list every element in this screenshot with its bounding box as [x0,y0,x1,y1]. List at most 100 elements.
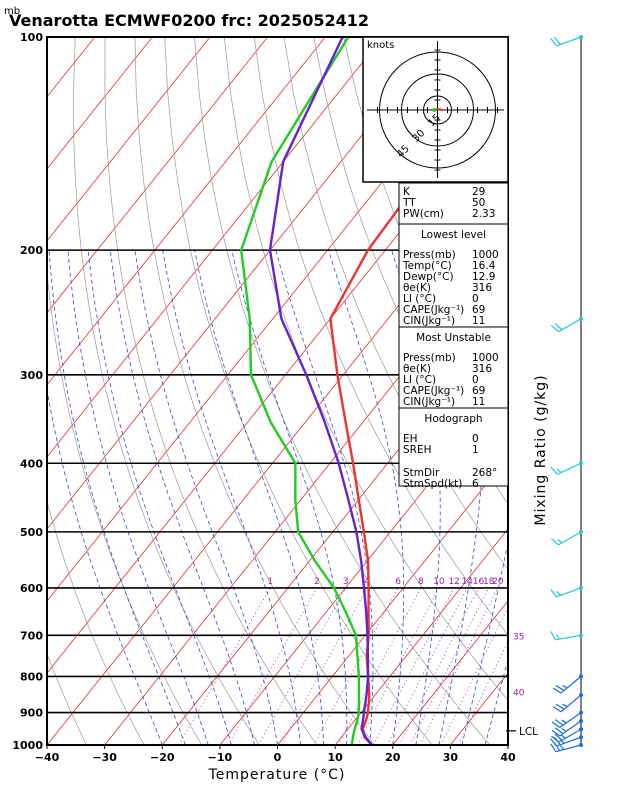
wind-barb [551,719,583,737]
moist-adiabat-line [47,387,163,745]
dry-adiabat-line [612,37,618,745]
isotherm-line [392,600,508,745]
mixing-ratio-line [440,606,508,745]
hodograph-index-box [398,407,509,487]
index-value: 69 [472,385,485,397]
mixing-ratio-label: 18 [483,577,495,587]
dry-adiabat-line [47,500,145,745]
index-value: 2.33 [472,208,495,220]
index-value: 29 [472,186,485,198]
dry-adiabat-line [73,37,260,745]
dewpoint-profile-line [239,37,361,745]
mixing-ratio-label: 8 [418,577,424,587]
index-label: CIN(Jkg⁻¹) [403,396,455,408]
index-label: CAPE(Jkg⁻¹) [403,304,464,316]
mixing-ratio-label: 4 [364,577,370,587]
mixing-ratio-label: 6 [395,577,401,587]
moist-adiabat-line [438,250,485,745]
isotherm-label: 40 [513,688,525,698]
wind-barb [550,461,583,475]
general-indices-box [398,182,509,225]
index-section-header: Lowest level [421,229,486,241]
mixing-ratio-line [356,587,440,745]
index-label: Dewp(°C) [403,271,454,283]
temperature-tick-label: −20 [150,751,175,764]
mixing-ratio-label: 20 [492,577,504,587]
mixing-ratio-line [313,587,399,745]
hodograph-units-label: knots [367,40,394,51]
chart-title: Venarotta ECMWF0200 frc: 2025052412 [9,11,369,30]
wind-barb [552,693,583,713]
dry-adiabat-line [223,37,508,701]
most-unstable-box [398,326,509,409]
index-label: EH [403,433,418,445]
index-value: 16.4 [472,260,496,272]
pressure-tick-label: 100 [20,31,43,44]
wind-barb [551,710,583,729]
index-label: StmDir [403,467,440,479]
index-value: 6 [472,478,479,490]
index-label: PW(cm) [403,208,444,220]
index-label: SREH [403,444,432,456]
pressure-tick-label: 800 [20,670,43,683]
moist-adiabat-line [87,250,232,745]
isotherm-line [566,37,618,745]
index-label: θe(K) [403,282,431,294]
wind-barb [550,585,583,598]
isotherm-line [334,528,508,745]
index-value: 12.9 [472,271,495,283]
dry-adiabat-line [104,37,318,745]
mixing-ratio-label: 10 [433,577,445,587]
wind-barb [550,742,583,753]
lowest-level-box [398,223,509,328]
moist-adiabat-line [109,250,255,745]
mixing-ratio-label: 2 [314,577,320,587]
pressure-tick-label: 200 [20,244,43,257]
pressure-axis-ticks: 100 200 300 400 500 600 700 800 900 1000 [12,31,43,752]
wind-barb-column [550,35,583,753]
index-label: Temp(°C) [402,260,452,272]
wind-barb [550,316,583,333]
pressure-tick-label: 500 [20,526,43,539]
dry-adiabat-line [194,37,491,745]
sounding-traces [239,37,508,745]
temperature-tick-label: −10 [208,751,233,764]
index-label: LI (°C) [403,374,436,386]
index-value: 316 [472,282,492,294]
parcel-path-line [268,37,373,745]
isotherm-line [47,37,441,530]
temperature-tick-label: 10 [327,751,343,764]
temperature-profile-line [329,60,508,745]
pressure-tick-label: 1000 [12,739,43,752]
dry-adiabat-line [582,37,618,745]
mixing-ratio-axis-label: Mixing Ratio (g/kg) [533,374,549,525]
index-value: 50 [472,197,485,209]
mixing-ratio-label: 25 [512,577,523,587]
index-value: 1000 [472,249,499,261]
index-value: 268° [472,467,497,479]
isotherm-line [277,456,508,745]
index-label: TT [402,197,416,209]
index-value: 1 [472,444,479,456]
isotherm-line [47,37,384,458]
wind-barb [550,727,583,743]
pressure-tick-label: 300 [20,369,43,382]
wind-barb [550,631,583,641]
index-label: Press(mb) [403,249,456,261]
index-label: CAPE(Jkg⁻¹) [403,385,464,397]
isotherm-line [450,672,508,745]
dry-adiabat-line [253,37,508,636]
index-section-header: Hodograph [424,413,482,425]
index-label: K [403,186,411,198]
pressure-tick-label: 600 [20,582,43,595]
index-value: 11 [472,396,485,408]
pressure-tick-label: 400 [20,457,43,470]
temperature-tick-label: 20 [385,751,401,764]
index-value: 0 [472,293,479,305]
mixing-ratio-line [337,587,422,745]
dry-adiabat-line [47,269,203,745]
mixing-ratio-line [227,587,318,745]
isotherm-label: 35 [513,632,524,642]
